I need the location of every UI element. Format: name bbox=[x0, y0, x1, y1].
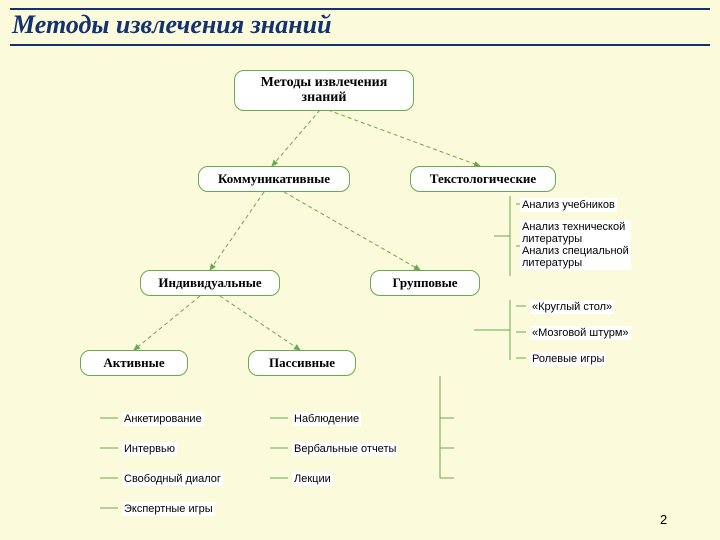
node-active: Активные bbox=[80, 350, 188, 376]
leaf-brainstorm: «Мозговой штурм» bbox=[530, 326, 631, 340]
node-textological: Текстологические bbox=[410, 166, 556, 192]
node-passive: Пассивные bbox=[248, 350, 356, 376]
leaf-verbal-reports: Вербальные отчеты bbox=[292, 442, 398, 456]
node-individual: Индивидуальные bbox=[140, 270, 280, 296]
leaf-textbook-analysis: Анализ учебников bbox=[520, 198, 617, 212]
node-root: Методы извлечения знаний bbox=[234, 70, 414, 111]
leaf-expert-games: Экспертные игры bbox=[122, 502, 215, 516]
rule-bottom bbox=[10, 44, 710, 46]
leaf-questionnaire: Анкетирование bbox=[122, 412, 204, 426]
leaf-free-dialog: Свободный диалог bbox=[122, 472, 223, 486]
leaf-lectures: Лекции bbox=[292, 472, 333, 486]
leaf-round-table: «Круглый стол» bbox=[530, 300, 614, 314]
leaf-role-play: Ролевые игры bbox=[530, 352, 606, 366]
node-communicative: Коммуникативные bbox=[198, 166, 350, 192]
leaf-interview: Интервью bbox=[122, 442, 177, 456]
leaf-observation: Наблюдение bbox=[292, 412, 361, 426]
page-title: Методы извлечения знаний bbox=[12, 10, 332, 40]
node-group: Групповые bbox=[370, 270, 480, 296]
page-number: 2 bbox=[660, 512, 667, 527]
leaf-tech-special-lit: Анализ технической литературы Анализ спе… bbox=[520, 220, 631, 270]
